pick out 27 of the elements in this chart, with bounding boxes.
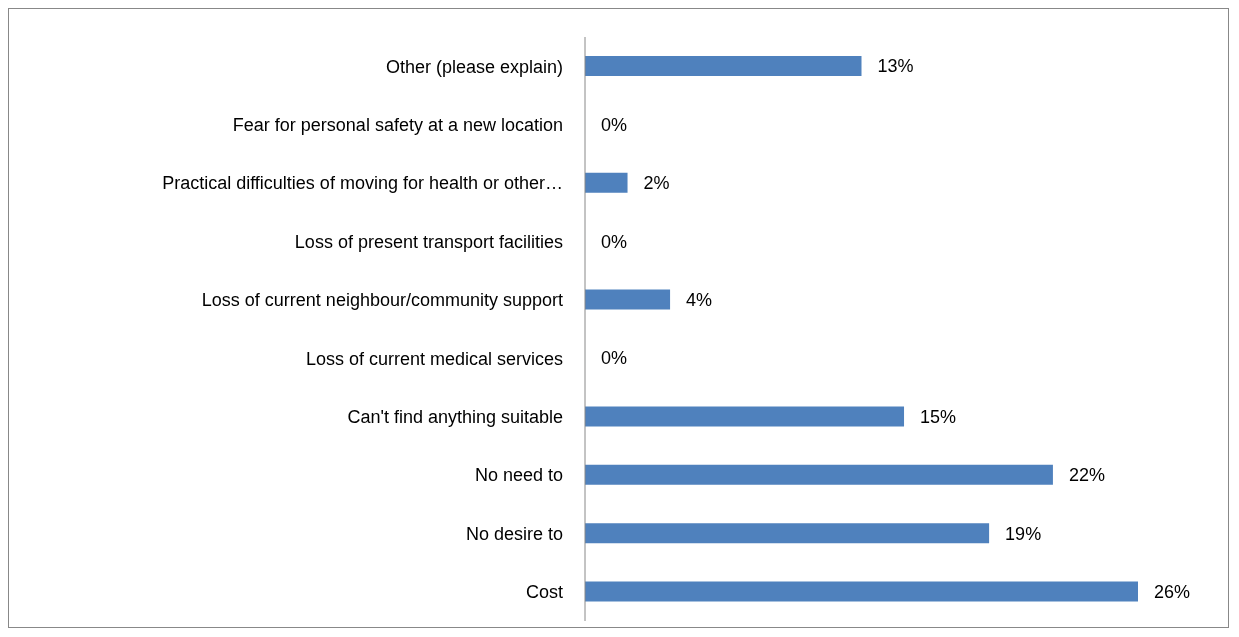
y-tick-label: Loss of present transport facilities — [294, 231, 563, 252]
y-tick-label: No desire to — [465, 523, 563, 544]
data-label: 2% — [643, 173, 670, 194]
y-tick-label: No need to — [474, 465, 563, 486]
data-label: 0% — [601, 114, 628, 135]
data-label: 19% — [1005, 523, 1042, 544]
data-label: 22% — [1068, 465, 1105, 486]
data-label: 0% — [601, 348, 628, 369]
y-tick-label: Other (please explain) — [385, 56, 563, 77]
bar — [585, 56, 862, 76]
bar — [585, 581, 1138, 602]
data-label: 4% — [686, 289, 713, 310]
data-label: 0% — [601, 231, 628, 252]
y-tick-label: Cost — [525, 582, 563, 603]
bar — [585, 406, 905, 427]
bar — [585, 172, 628, 193]
y-tick-label: Practical difficulties of moving for health or other… — [162, 173, 563, 194]
data-label: 15% — [920, 406, 957, 427]
y-tick-label: Loss of current neighbour/community support — [201, 290, 563, 311]
y-tick-label: Fear for personal safety at a new location — [232, 114, 563, 135]
y-tick-label: Can't find anything suitable — [347, 406, 563, 427]
bar — [585, 464, 1053, 485]
bar — [585, 289, 671, 310]
y-tick-label: Loss of current medical services — [305, 348, 563, 369]
bar — [585, 523, 990, 544]
data-label: 13% — [877, 56, 914, 77]
data-label: 26% — [1154, 581, 1191, 602]
